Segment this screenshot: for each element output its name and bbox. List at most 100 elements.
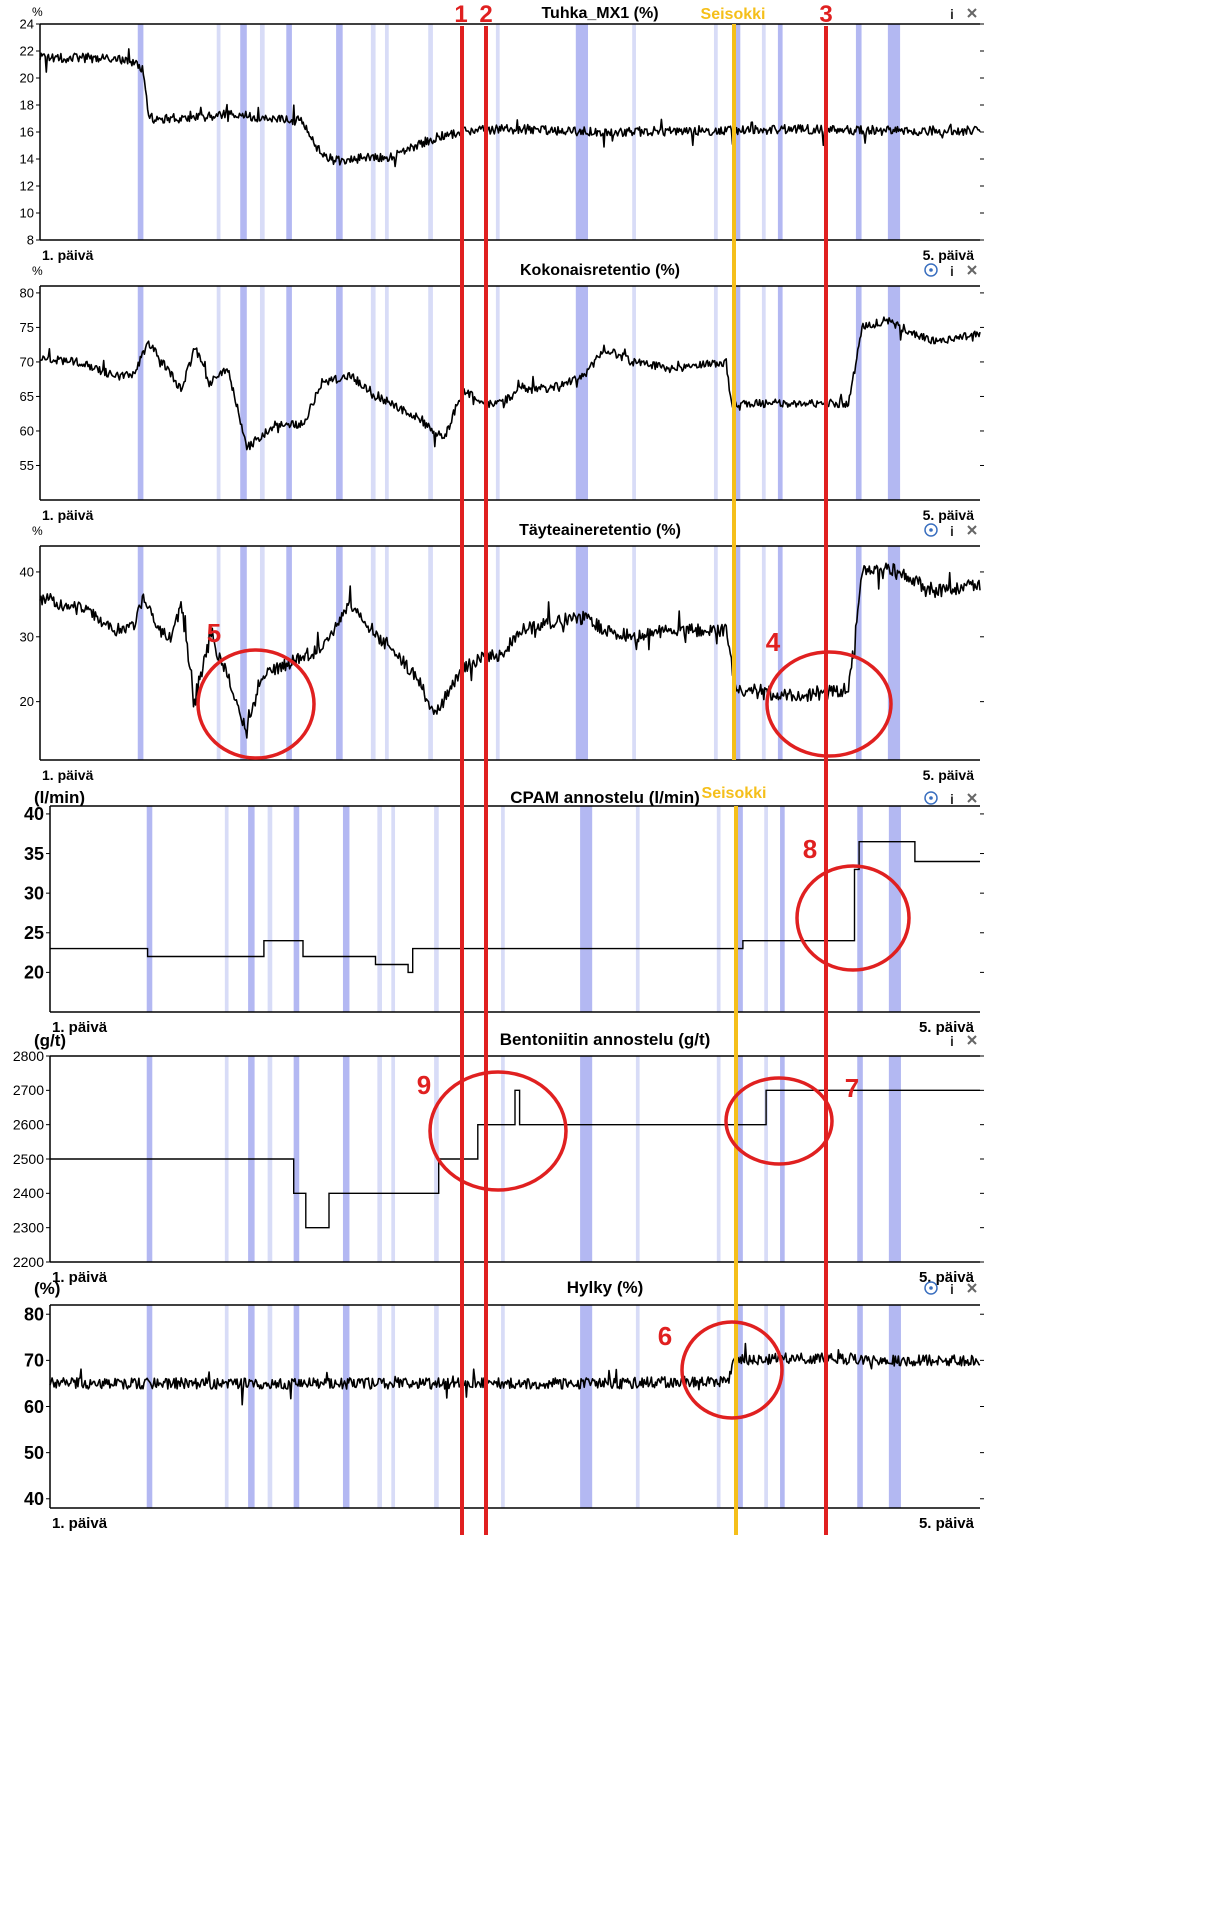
y-unit-label: (g/t) [34,1031,66,1050]
time-band [580,1305,593,1508]
time-band [224,1305,229,1508]
time-band [857,1305,863,1508]
x-end-label: 5. päivä [923,247,975,263]
chart-controls: i [924,1281,977,1297]
chart-title: Täyteaineretentio (%) [519,522,681,539]
time-band [342,1056,350,1262]
y-unit-label: % [32,5,43,19]
target-icon[interactable] [924,523,938,537]
time-band [780,806,785,1012]
chart-controls: i [950,1033,977,1049]
svg-text:i[interactable]: i [950,791,954,807]
annotation-label: 5 [207,618,221,648]
close-icon[interactable] [967,8,977,18]
chart-title: Bentoniitin annostelu (g/t) [500,1030,711,1049]
y-tick-label: 65 [20,389,34,404]
close-icon[interactable] [967,525,977,535]
chart-title: CPAM annostelu (l/min) [510,788,700,807]
time-band [761,24,766,240]
time-band [495,546,500,760]
x-start-label: 1. päivä [52,1515,108,1532]
x-start-label: 1. päivä [42,767,94,783]
x-start-label: 1. päivä [42,507,94,523]
time-band [224,806,229,1012]
y-tick-label: 70 [24,1351,44,1371]
y-tick-label: 40 [20,564,34,579]
chart-controls: i [924,523,977,539]
y-tick-label: 8 [27,233,34,248]
time-band [713,546,718,760]
info-icon[interactable]: i [950,1281,954,1297]
time-band [761,546,766,760]
y-unit-label: % [32,264,43,278]
time-band [384,546,389,760]
close-icon[interactable] [967,1035,977,1045]
x-start-label: 1. päivä [52,1019,108,1036]
time-band [267,1305,273,1508]
y-tick-label: 60 [24,1397,44,1417]
time-band [286,24,292,240]
time-band [259,286,265,500]
time-band [146,1305,153,1508]
y-tick-label: 18 [20,98,34,113]
y-tick-label: 40 [24,804,44,824]
target-icon[interactable] [924,263,938,277]
svg-text:i[interactable]: i [950,523,954,539]
info-icon[interactable]: i [950,1033,954,1049]
time-band [888,1056,901,1262]
time-band [734,286,741,500]
close-icon[interactable] [967,1283,977,1293]
y-unit-label: (%) [34,1279,60,1298]
y-unit-label: % [32,524,43,538]
time-band [248,806,255,1012]
y-tick-label: 35 [24,844,44,864]
info-icon[interactable]: i [950,6,954,22]
y-tick-label: 2500 [13,1151,44,1167]
svg-text:i[interactable]: i [950,263,954,279]
time-band [632,546,636,760]
info-icon[interactable]: i [950,263,954,279]
event-label-2: 2 [479,1,492,28]
series-line [39,48,981,168]
time-band [887,286,901,500]
time-band [216,546,221,760]
info-icon[interactable]: i [950,791,954,807]
time-band [384,286,389,500]
time-band [575,546,589,760]
y-tick-label: 2300 [13,1220,44,1236]
chart-panel-5: 2200 2300 2400 2500 2600 2700 2800 Bentoniitin … [13,1030,984,1286]
annotation-label: 4 [766,627,781,657]
annotation-label: 6 [658,1321,672,1351]
series-line [50,1089,980,1229]
target-icon[interactable] [924,791,938,805]
time-band [888,806,901,1012]
time-band [434,806,439,1012]
target-icon[interactable] [924,1281,938,1295]
svg-text:i[interactable]: i [950,1033,954,1049]
time-band [342,806,350,1012]
time-band [293,806,300,1012]
time-band [777,24,783,240]
svg-text:i[interactable]: i [950,6,954,22]
chart-panel-4: 20 25 30 35 40 CPAM annostelu (l/min) (l/min) 1… [24,788,984,1036]
time-band [391,806,396,1012]
y-tick-label: 75 [20,320,34,335]
time-band [495,286,500,500]
series-line [39,562,981,739]
close-icon[interactable] [967,265,977,275]
y-tick-label: 12 [20,179,34,194]
time-band [737,1056,743,1262]
chart-panel-6: 40 50 60 70 80 Hylky (%) (%) 1. päivä 5. päivä i [24,1278,984,1532]
x-start-label: 1. päivä [42,247,94,263]
y-tick-label: 30 [20,629,34,644]
svg-text:i[interactable]: i [950,1281,954,1297]
time-band [761,286,766,500]
y-tick-label: 80 [20,285,34,300]
close-icon[interactable] [967,793,977,803]
y-tick-label: 10 [20,206,34,221]
downtime-label-upper: Seisokki [701,6,766,23]
chart-controls: i [924,791,977,807]
chart-title: Tuhka_MX1 (%) [541,5,658,22]
info-icon[interactable]: i [950,523,954,539]
